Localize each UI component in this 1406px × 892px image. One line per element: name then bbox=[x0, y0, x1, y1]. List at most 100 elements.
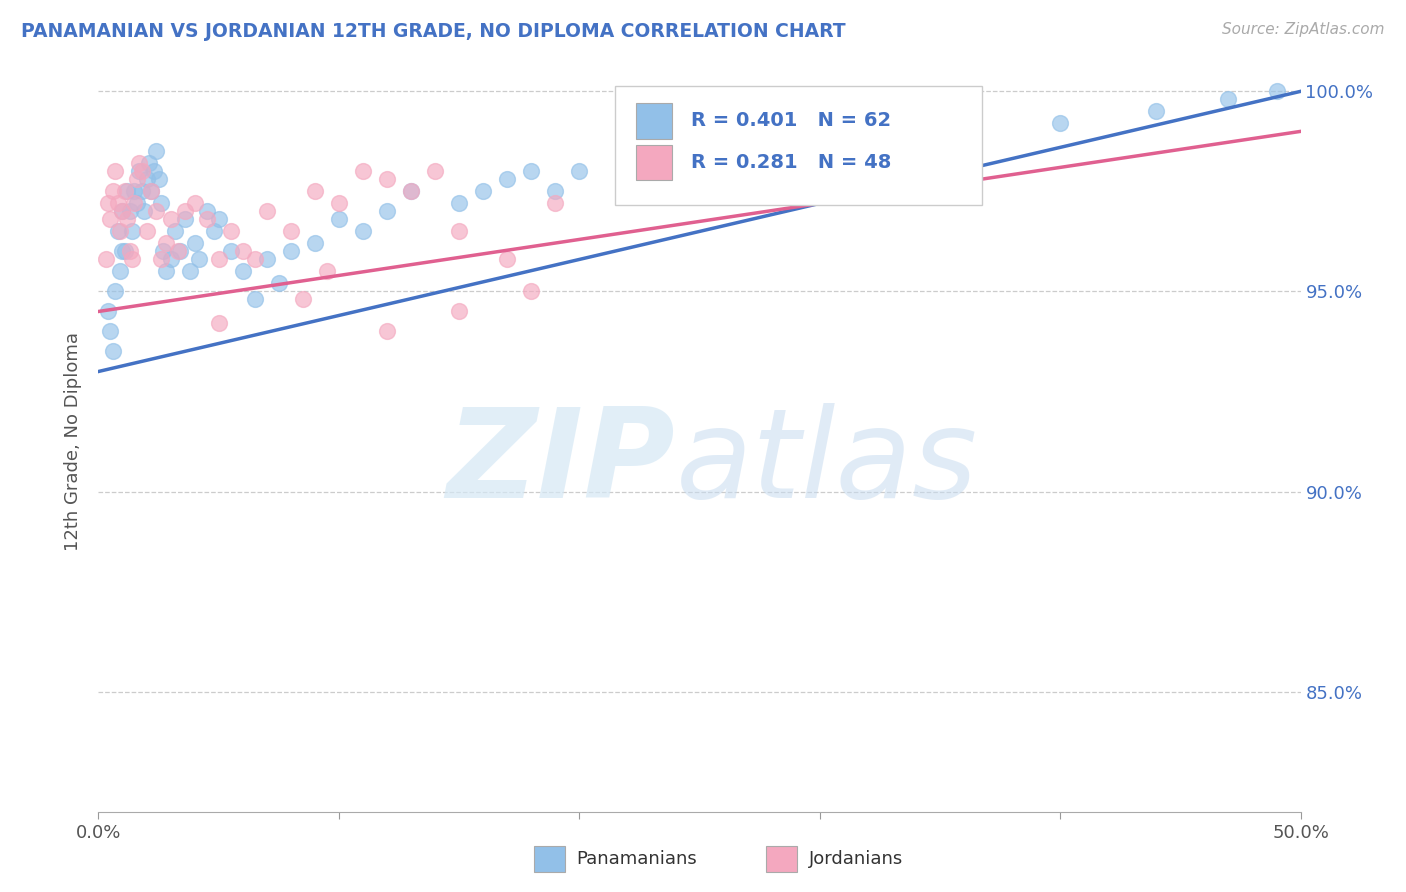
Point bbox=[121, 224, 143, 238]
Point bbox=[447, 224, 470, 238]
Point bbox=[125, 172, 148, 186]
Point bbox=[101, 344, 124, 359]
Y-axis label: 12th Grade, No Diploma: 12th Grade, No Diploma bbox=[65, 332, 83, 551]
Point bbox=[131, 185, 153, 199]
Point bbox=[142, 164, 165, 178]
Point bbox=[761, 145, 783, 159]
Point bbox=[232, 244, 254, 259]
Point bbox=[1144, 104, 1167, 119]
Point bbox=[183, 236, 205, 251]
Point bbox=[1218, 92, 1240, 106]
Point bbox=[125, 196, 148, 211]
Text: ZIP: ZIP bbox=[447, 403, 675, 524]
Point bbox=[195, 212, 218, 227]
Point bbox=[100, 325, 122, 339]
Point bbox=[121, 252, 143, 267]
Point bbox=[520, 285, 543, 299]
Point bbox=[104, 164, 127, 178]
Point bbox=[135, 172, 157, 186]
Text: PANAMANIAN VS JORDANIAN 12TH GRADE, NO DIPLOMA CORRELATION CHART: PANAMANIAN VS JORDANIAN 12TH GRADE, NO D… bbox=[21, 22, 846, 41]
Point bbox=[195, 204, 218, 219]
Point bbox=[145, 145, 167, 159]
Point bbox=[375, 172, 398, 186]
Point bbox=[1265, 84, 1288, 98]
Point bbox=[155, 264, 177, 278]
Text: atlas: atlas bbox=[675, 403, 977, 524]
Point bbox=[328, 196, 350, 211]
Point bbox=[97, 196, 120, 211]
FancyBboxPatch shape bbox=[766, 846, 797, 872]
Point bbox=[544, 185, 567, 199]
Point bbox=[117, 185, 139, 199]
Point bbox=[243, 293, 266, 307]
Point bbox=[423, 164, 446, 178]
Point bbox=[107, 224, 129, 238]
Point bbox=[689, 156, 711, 170]
Point bbox=[520, 164, 543, 178]
Point bbox=[399, 185, 422, 199]
Point bbox=[183, 196, 205, 211]
Point bbox=[145, 204, 167, 219]
Point bbox=[118, 244, 141, 259]
Point bbox=[141, 185, 163, 199]
Point bbox=[166, 244, 188, 259]
Point bbox=[128, 164, 150, 178]
Point bbox=[219, 224, 242, 238]
Point bbox=[108, 224, 131, 238]
Point bbox=[124, 196, 146, 211]
Point bbox=[291, 293, 314, 307]
Point bbox=[280, 244, 302, 259]
Point bbox=[280, 224, 302, 238]
Point bbox=[149, 252, 172, 267]
Point bbox=[104, 285, 127, 299]
Point bbox=[352, 224, 374, 238]
Point bbox=[111, 244, 134, 259]
Point bbox=[472, 185, 495, 199]
Point bbox=[128, 156, 150, 170]
Point bbox=[447, 304, 470, 318]
Point bbox=[616, 145, 638, 159]
Point bbox=[149, 196, 172, 211]
FancyBboxPatch shape bbox=[636, 145, 672, 180]
Point bbox=[304, 185, 326, 199]
Point bbox=[1049, 116, 1071, 130]
Point bbox=[219, 244, 242, 259]
Point bbox=[159, 252, 181, 267]
Point bbox=[447, 196, 470, 211]
Point bbox=[101, 185, 124, 199]
Point bbox=[496, 252, 519, 267]
Text: Panamanians: Panamanians bbox=[576, 850, 697, 868]
Point bbox=[111, 204, 134, 219]
Point bbox=[202, 224, 225, 238]
Point bbox=[97, 304, 120, 318]
Point bbox=[165, 224, 187, 238]
Point bbox=[856, 132, 879, 146]
Point bbox=[304, 236, 326, 251]
Point bbox=[399, 185, 422, 199]
Point bbox=[107, 196, 129, 211]
Point bbox=[256, 252, 278, 267]
Point bbox=[114, 185, 136, 199]
Point bbox=[352, 164, 374, 178]
Point bbox=[953, 124, 976, 138]
Point bbox=[94, 252, 117, 267]
Point bbox=[243, 252, 266, 267]
Point bbox=[159, 212, 181, 227]
Point bbox=[568, 164, 591, 178]
Point bbox=[315, 264, 337, 278]
Point bbox=[169, 244, 191, 259]
Point bbox=[208, 212, 231, 227]
Point bbox=[208, 252, 231, 267]
Point bbox=[179, 264, 201, 278]
Point bbox=[138, 156, 160, 170]
Text: Source: ZipAtlas.com: Source: ZipAtlas.com bbox=[1222, 22, 1385, 37]
Point bbox=[174, 204, 197, 219]
Point bbox=[375, 325, 398, 339]
Point bbox=[135, 224, 157, 238]
Point bbox=[544, 196, 567, 211]
Point bbox=[616, 164, 638, 178]
Point bbox=[328, 212, 350, 227]
Point bbox=[118, 204, 141, 219]
Point bbox=[174, 212, 197, 227]
Point bbox=[152, 244, 174, 259]
